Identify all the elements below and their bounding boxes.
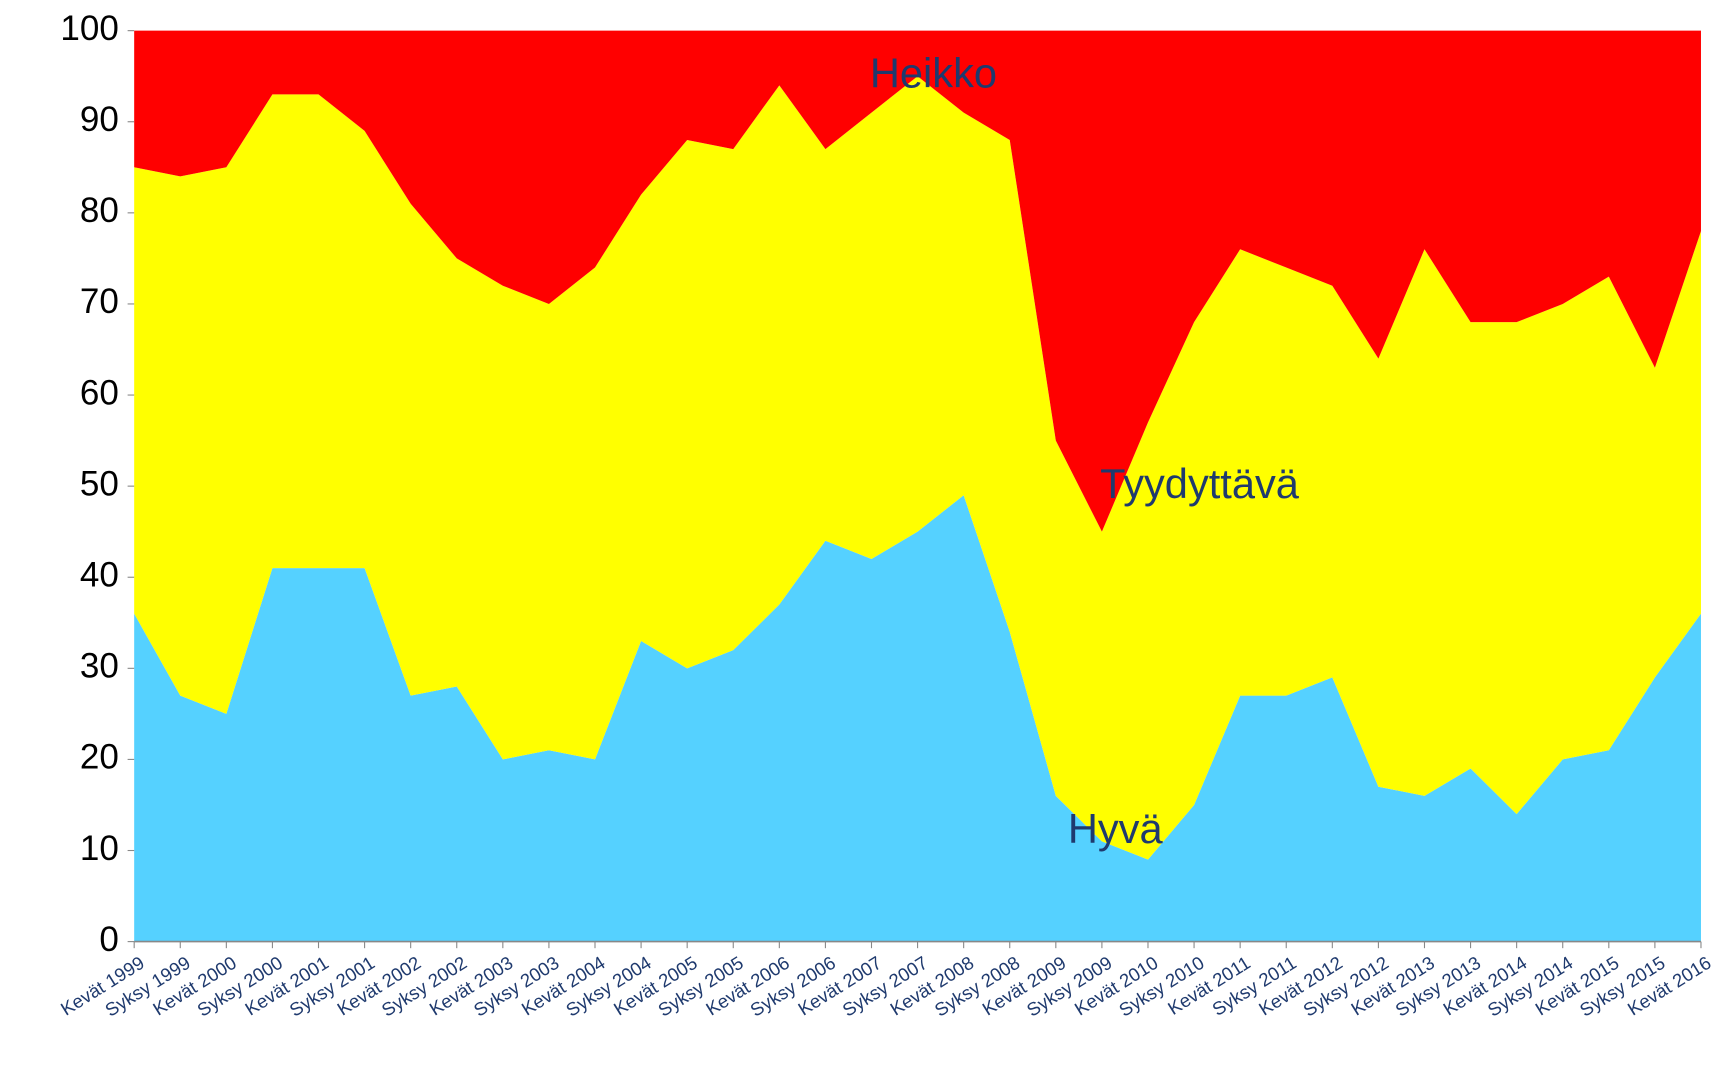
y-tick-label: 40 bbox=[80, 555, 119, 594]
area bbox=[134, 495, 1701, 942]
y-tick-label: 10 bbox=[80, 829, 119, 868]
y-tick-label: 70 bbox=[80, 282, 119, 321]
y-tick-label: 20 bbox=[80, 738, 119, 777]
series-label: Heikko bbox=[870, 50, 997, 97]
area bbox=[134, 30, 1701, 532]
series-label: Tyydyttävä bbox=[1100, 460, 1300, 507]
y-tick-label: 90 bbox=[80, 100, 119, 139]
y-tick-label: 60 bbox=[80, 373, 119, 412]
area bbox=[134, 76, 1701, 860]
y-tick-label: 50 bbox=[80, 464, 119, 503]
series-label: Hyvä bbox=[1068, 805, 1164, 852]
y-tick-label: 30 bbox=[80, 647, 119, 686]
y-tick-label: 0 bbox=[99, 920, 118, 959]
y-tick-label: 100 bbox=[60, 9, 118, 48]
y-tick-label: 80 bbox=[80, 191, 119, 230]
